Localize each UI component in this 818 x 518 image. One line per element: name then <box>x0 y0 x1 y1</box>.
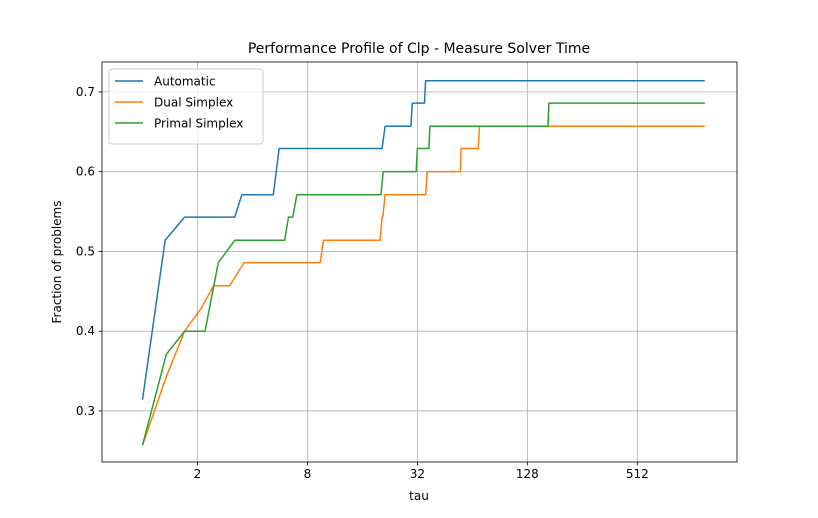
x-tick-label: 8 <box>304 467 312 481</box>
x-tick-label: 32 <box>410 467 425 481</box>
legend-label: Dual Simplex <box>154 96 233 110</box>
x-tick-label: 512 <box>626 467 649 481</box>
y-tick-label: 0.3 <box>76 404 95 418</box>
legend-label: Primal Simplex <box>154 117 243 131</box>
legend: Automatic Dual Simplex Primal Simplex <box>108 68 264 145</box>
chart-title: Performance Profile of Clp - Measure Sol… <box>248 41 590 57</box>
series-layer <box>141 79 705 446</box>
plot-frame <box>101 61 738 463</box>
y-tick-label: 0.6 <box>76 165 95 179</box>
series-line-2 <box>141 102 705 446</box>
legend-box <box>108 68 264 145</box>
x-axis-label: tau <box>409 489 429 503</box>
y-tick-label: 0.7 <box>76 85 95 99</box>
y-tick-label: 0.4 <box>76 324 95 338</box>
ticks: 2 8 32 128 512 0.3 0.4 0.5 0.6 0.7 <box>76 85 649 481</box>
y-tick-label: 0.5 <box>76 244 95 258</box>
series-line-0 <box>141 79 705 400</box>
x-tick-label: 2 <box>194 467 202 481</box>
x-tick-label: 128 <box>516 467 539 481</box>
series-line-1 <box>141 125 705 446</box>
y-axis-label: Fraction of problems <box>50 201 64 324</box>
legend-label: Automatic <box>154 75 216 89</box>
